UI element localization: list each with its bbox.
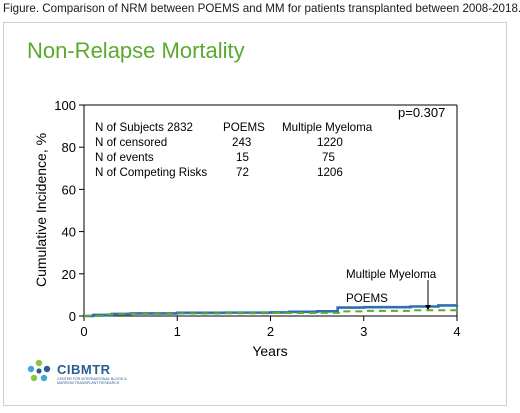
stats-header-poems: POEMS — [223, 121, 265, 134]
slide-title: Non-Relapse Mortality — [27, 38, 245, 63]
x-tick-label: 2 — [267, 324, 274, 339]
stats-cell-poems: 243 — [232, 136, 252, 149]
x-axis-label: Years — [252, 343, 287, 359]
y-axis-label: Cumulative Incidence, % — [33, 133, 49, 287]
series-label-multiple-myeloma: Multiple Myeloma — [346, 268, 437, 281]
stats-row-label: N of Competing Risks — [95, 166, 208, 179]
series-line-poems — [84, 309, 458, 317]
stats-cell-mm: 1206 — [317, 166, 343, 179]
stats-header-subjects: N of Subjects 2832 — [95, 121, 193, 134]
y-tick-label: 60 — [62, 182, 76, 197]
logo-tagline: CENTER FOR INTERNATIONAL BLOOD & MARROW … — [57, 377, 127, 385]
p-value-annotation: p=0.307 — [398, 105, 445, 120]
x-tick-label: 1 — [174, 324, 181, 339]
y-tick-label: 40 — [62, 225, 76, 240]
y-tick-label: 0 — [69, 309, 76, 324]
logo-wordmark: CIBMTR — [57, 362, 111, 377]
slide-panel — [3, 22, 507, 406]
y-tick-label: 80 — [62, 140, 76, 155]
series-label-arrowhead — [425, 305, 431, 310]
stats-row-label: N of censored — [95, 136, 168, 149]
stats-cell-poems: 15 — [236, 151, 249, 164]
cibmtr-logo-icon — [27, 359, 51, 382]
series-line-multiple-myeloma — [84, 304, 459, 318]
stats-header-mm: Multiple Myeloma — [282, 121, 373, 134]
series-label-poems: POEMS — [346, 292, 388, 305]
stats-cell-mm: 75 — [322, 151, 335, 164]
x-tick-label: 0 — [80, 324, 87, 339]
y-tick-label: 20 — [62, 267, 76, 282]
stats-row-label: N of events — [95, 151, 154, 164]
x-tick-label: 3 — [360, 324, 367, 339]
stats-cell-mm: 1220 — [317, 136, 343, 149]
x-tick-label: 4 — [453, 324, 460, 339]
figure-caption: Figure. Comparison of NRM between POEMS … — [3, 2, 520, 15]
stats-cell-poems: 72 — [236, 166, 249, 179]
y-tick-label: 100 — [54, 98, 76, 113]
